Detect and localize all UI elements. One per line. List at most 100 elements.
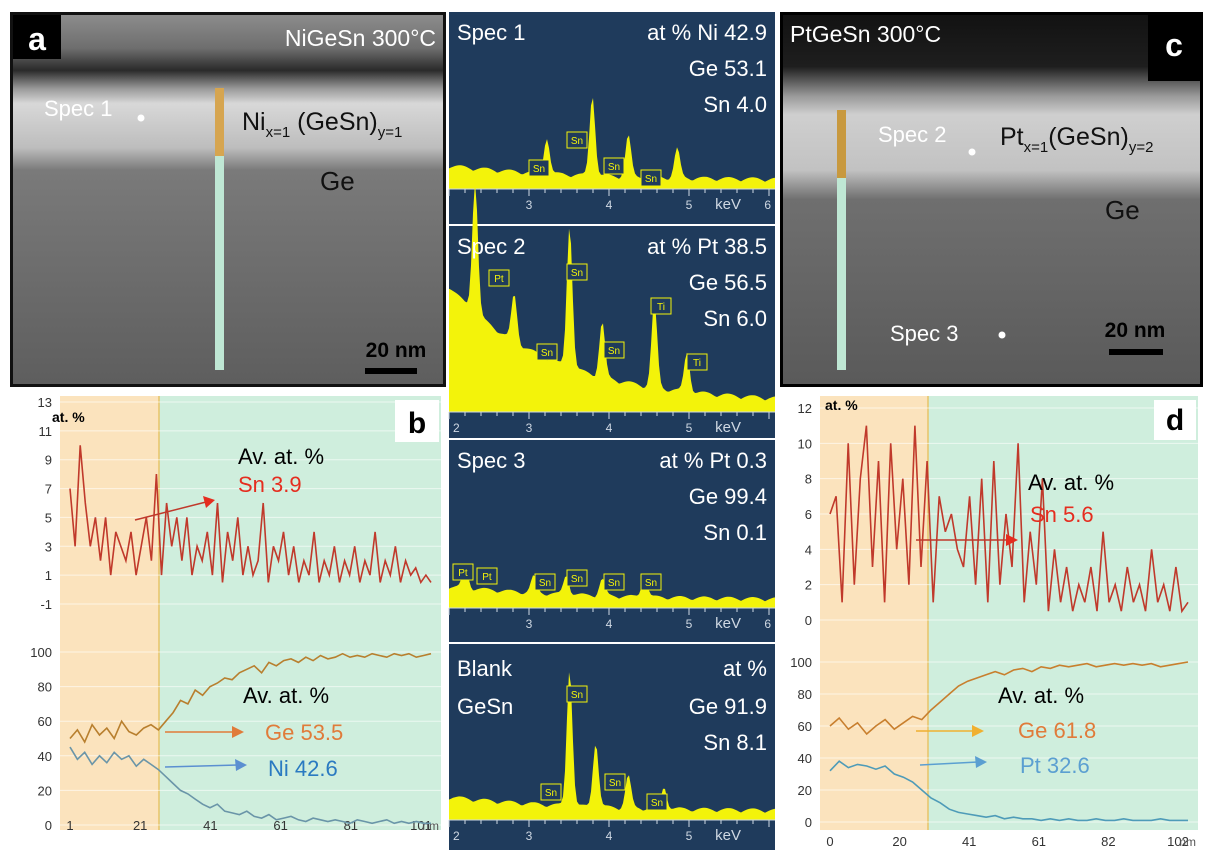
x-tick-label: 61 [273, 818, 287, 833]
eds-composition-line1: at % Pt 0.3 [659, 448, 767, 473]
eds-composition-line1: at % Pt 38.5 [647, 234, 767, 259]
eds-spectrum-fill [449, 672, 775, 820]
panel-a-spec1-label: Spec 1 [44, 96, 113, 121]
x-tick-label: 21 [133, 818, 147, 833]
panel-d-pt-average: Pt 32.6 [1020, 753, 1090, 778]
x-tick-label: 41 [203, 818, 217, 833]
y-tick-label: 100 [30, 645, 52, 660]
x-tick-label: 102 [1167, 834, 1189, 849]
eds-spectrum-title: Spec 3 [457, 448, 526, 473]
panel-b-letter: b [408, 407, 426, 440]
eds-peak-label: Sn [571, 136, 583, 147]
y-tick-label: 0 [805, 613, 812, 628]
panel-c-letter: c [1165, 27, 1183, 63]
panel-a-scale-label: 20 nm [366, 339, 427, 362]
panel-a-phase-label: Nix=1 (GeSn)y=1 [242, 108, 402, 141]
eds-peak-label: Ti [657, 302, 665, 313]
panel-d-sn-average: Sn 5.6 [1030, 502, 1094, 527]
panel-c-spec2-label: Spec 2 [878, 122, 947, 147]
profile-line-pt [829, 760, 1188, 822]
eds-peak-label: Pt [482, 572, 492, 583]
y-tick-label: 4 [805, 542, 812, 557]
y-tick-label: 1 [45, 568, 52, 583]
eds-spectra-column: 3 4 5 keV 6 Sn Sn Sn Sn Spec 1 at % Ni 42.9 Ge 53.1… [447, 12, 777, 850]
y-tick-label: 100 [790, 655, 812, 670]
panel-d-av-label-top: Av. at. % [1028, 470, 1114, 495]
y-tick-label: 3 [45, 539, 52, 554]
panel-b-ylabel: at. % [52, 409, 85, 425]
eds-tick-label: 4 [606, 617, 613, 631]
panel-b-sn-average: Sn 3.9 [238, 472, 302, 497]
panel-c-spec3-dot [998, 331, 1006, 339]
profile-line-ge [69, 652, 432, 744]
panel-b-sn-arrow [134, 501, 207, 521]
eds-peak-label: Sn [571, 268, 583, 279]
panel-c-scale-label: 20 nm [1105, 319, 1166, 342]
eds-unit-label: keV [715, 827, 741, 844]
eds-peak-label: Pt [494, 274, 504, 285]
y-tick-label: 40 [798, 751, 812, 766]
eds-spectrum-subtitle: GeSn [457, 694, 513, 719]
y-tick-label: 6 [805, 507, 812, 522]
eds-spectrum-fill [449, 181, 775, 412]
y-tick-label: 12 [798, 401, 812, 416]
eds-peak-label: Ti [693, 358, 701, 369]
eds-edge-label: 6 [764, 617, 771, 631]
eds-unit-label: keV [715, 419, 741, 436]
eds-unit-label: keV [715, 196, 741, 213]
eds-spectrum-fill [449, 98, 775, 189]
y-tick-label: 0 [805, 815, 812, 830]
panel-c-spec3-label: Spec 3 [890, 321, 959, 346]
y-tick-label: 13 [38, 395, 52, 410]
eds-peak-label: Sn [645, 174, 657, 185]
panel-d-ylabel: at. % [825, 397, 858, 413]
panel-a-scale-bar [365, 368, 417, 374]
eds-peak-label: Sn [608, 346, 620, 357]
eds-peak-label: Sn [609, 778, 621, 789]
eds-composition-line1: at % [723, 656, 767, 681]
panel-b-ge-average: Ge 53.5 [265, 720, 343, 745]
eds-peak-label: Sn [545, 788, 557, 799]
eds-composition-line3: Sn 4.0 [703, 92, 767, 117]
eds-tick-label: 5 [686, 421, 693, 435]
eds-spectrum-title: Blank [457, 656, 513, 681]
eds-spectrum-3: 3 4 5 keV 6 Pt Pt Sn Sn Sn Sn Spec 3 at % Pt 0.3 Ge 9… [448, 440, 775, 642]
eds-peak-label: Pt [458, 568, 468, 579]
eds-tick-label: 3 [526, 617, 533, 631]
eds-composition-line3: Sn 6.0 [703, 306, 767, 331]
eds-spectrum-2: 3 4 5 keV 2 Pt Sn Sn Sn Ti Ti Spec 2 at % Pt 38.5 Ge … [448, 181, 775, 438]
x-tick-label: 82 [1101, 834, 1115, 849]
y-tick-label: 40 [38, 749, 52, 764]
profile-line-sn [69, 445, 432, 585]
y-tick-label: 5 [45, 510, 52, 525]
eds-spectrum-title: Spec 1 [457, 20, 526, 45]
y-tick-label: 9 [45, 453, 52, 468]
y-tick-label: 80 [798, 687, 812, 702]
panel-d-av-label-bottom: Av. at. % [998, 683, 1084, 708]
eds-peak-label: Sn [571, 574, 583, 585]
y-tick-label: 80 [38, 680, 52, 695]
eds-edge-label: 2 [453, 421, 460, 435]
eds-composition-line2: Ge 91.9 [689, 694, 767, 719]
profile-line-ge [829, 661, 1189, 736]
y-tick-label: 60 [798, 719, 812, 734]
eds-peak-label: Sn [539, 578, 551, 589]
eds-peak-label: Sn [608, 578, 620, 589]
y-tick-label: 10 [798, 436, 812, 451]
eds-tick-label: 4 [606, 198, 613, 212]
y-tick-label: 60 [38, 714, 52, 729]
panel-c-title: PtGeSn 300°C [790, 21, 941, 47]
eds-tick-label: 4 [606, 421, 613, 435]
eds-peak-label: Sn [645, 578, 657, 589]
eds-tick-label: 3 [526, 829, 533, 843]
panel-a-spec1-dot [137, 114, 145, 122]
x-tick-label: 41 [962, 834, 976, 849]
eds-tick-label: 5 [686, 617, 693, 631]
eds-spectrum-title: Spec 2 [457, 234, 526, 259]
eds-tick-label: 5 [686, 198, 693, 212]
panel-a-tem-image: a NiGeSn 300°C Spec 1 Nix=1 (GeSn)y=1 Ge… [10, 12, 446, 387]
eds-tick-label: 4 [606, 829, 613, 843]
eds-composition-line2: Ge 53.1 [689, 56, 767, 81]
x-tick-label: 20 [892, 834, 906, 849]
